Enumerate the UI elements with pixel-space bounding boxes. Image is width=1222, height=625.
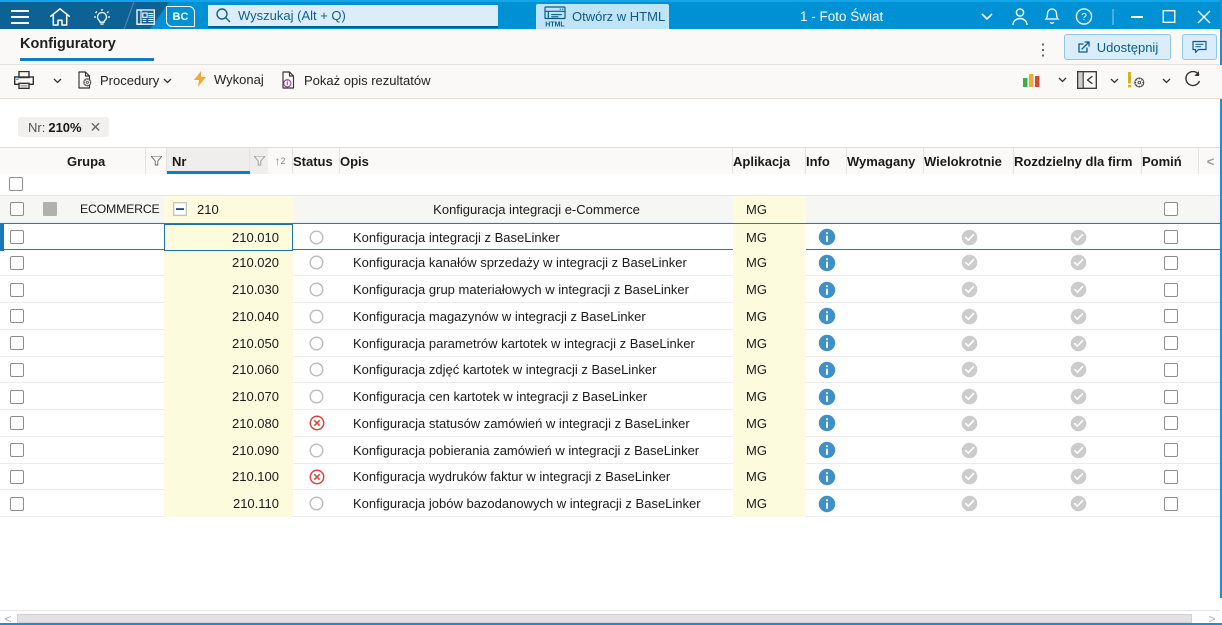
svg-text:?: ? bbox=[1081, 12, 1087, 23]
